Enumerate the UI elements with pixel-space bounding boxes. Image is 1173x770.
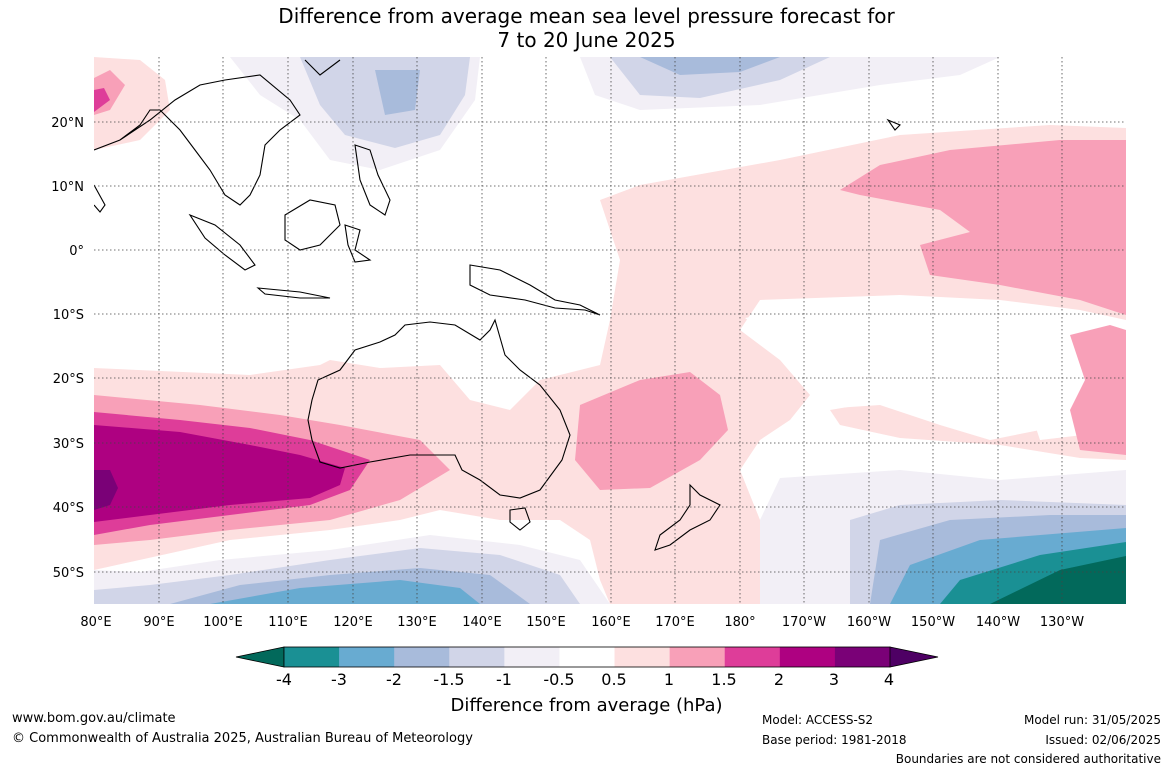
- lon-label: 160°E: [591, 615, 631, 630]
- new-guinea-coast: [469, 264, 601, 316]
- lat-label: 30°S: [53, 437, 84, 452]
- map-title: Difference from average mean sea level p…: [0, 4, 1173, 52]
- longitude-labels: 80°E 90°E 100°E 110°E 120°E 130°E 140°E …: [80, 615, 1084, 630]
- colorbar-tick: 1: [663, 670, 675, 689]
- colorbar-tick: -2: [386, 670, 402, 689]
- lon-label: 140°E: [462, 615, 502, 630]
- lon-label: 100°E: [203, 615, 243, 630]
- copyright-text: © Commonwealth of Australia 2025, Austra…: [12, 731, 473, 746]
- sulawesi-coast: [344, 224, 372, 263]
- colorbar-segment: [339, 647, 395, 667]
- colorbar-segment: [669, 647, 726, 667]
- colorbar-tick: 0.5: [601, 670, 627, 689]
- colorbar-tick: -4: [276, 670, 292, 689]
- colorbar-tick: 1.5: [711, 670, 737, 689]
- lat-label: 0°: [69, 244, 84, 259]
- map-field: [94, 57, 1126, 604]
- colorbar-frame: [283, 646, 891, 668]
- colorbar-tick: 3: [828, 670, 840, 689]
- colorbar-tick: -1: [496, 670, 512, 689]
- colorbar-tick: 4: [883, 670, 895, 689]
- title-line2: 7 to 20 June 2025: [497, 28, 676, 52]
- lat-label: 40°S: [53, 501, 84, 516]
- colorbar: [235, 646, 939, 668]
- borneo-coast: [284, 199, 341, 251]
- lon-label: 80°E: [80, 615, 111, 630]
- lon-label: 170°E: [655, 615, 695, 630]
- colorbar-segment: [449, 647, 505, 667]
- lon-label: 110°E: [268, 615, 308, 630]
- lat-label: 10°S: [53, 308, 84, 323]
- lon-label: 140°W: [976, 615, 1020, 630]
- colorbar-segment: [504, 647, 560, 667]
- base-period: Base period: 1981-2018: [762, 733, 907, 747]
- lon-label: 130°W: [1040, 615, 1084, 630]
- graticule: [94, 57, 1126, 604]
- colorbar-segment: [834, 647, 891, 667]
- colorbar-tick: 2: [773, 670, 785, 689]
- website-link[interactable]: www.bom.gov.au/climate: [12, 711, 176, 726]
- title-line1: Difference from average mean sea level p…: [278, 4, 895, 28]
- colorbar-label: Difference from average (hPa): [450, 695, 723, 716]
- lon-label: 150°W: [911, 615, 955, 630]
- lon-label: 180°: [724, 615, 755, 630]
- asia-coast: [94, 74, 301, 206]
- lon-label: 160°W: [847, 615, 891, 630]
- new-zealand-coast: [654, 483, 721, 551]
- colorbar-segment: [614, 647, 671, 667]
- colorbar-tick: -0.5: [543, 670, 575, 689]
- sumatra-coast: [188, 213, 256, 271]
- lat-label: 10°N: [51, 180, 84, 195]
- lat-label: 20°S: [53, 372, 84, 387]
- lon-label: 90°E: [143, 615, 174, 630]
- lat-label: 50°S: [53, 566, 84, 581]
- colorbar-segment: [284, 647, 340, 667]
- coastlines: [94, 59, 901, 551]
- lat-label: 20°N: [51, 116, 84, 131]
- lon-label: 120°E: [333, 615, 373, 630]
- colorbar-low-extension: [235, 646, 285, 668]
- colorbar-segment: [779, 647, 836, 667]
- model-name: Model: ACCESS-S2: [762, 713, 874, 727]
- lon-label: 130°E: [397, 615, 437, 630]
- lon-label: 170°W: [782, 615, 826, 630]
- lon-label: 150°E: [526, 615, 566, 630]
- australia-coast: [307, 318, 571, 499]
- issued-date: Issued: 02/06/2025: [1045, 733, 1161, 747]
- colorbar-segment: [394, 647, 450, 667]
- model-run-date: Model run: 31/05/2025: [1023, 713, 1161, 727]
- colorbar-segment: [559, 647, 616, 667]
- colorbar-segment: [724, 647, 781, 667]
- colorbar-tick: -1.5: [433, 670, 465, 689]
- philippines-coast: [354, 144, 391, 216]
- latitude-labels: 20°N 10°N 0° 10°S 20°S 30°S 40°S 50°S: [51, 116, 84, 581]
- colorbar-tick: -3: [331, 670, 347, 689]
- colorbar-high-extension: [889, 646, 939, 668]
- boundaries-disclaimer: Boundaries are not considered authoritat…: [895, 752, 1161, 766]
